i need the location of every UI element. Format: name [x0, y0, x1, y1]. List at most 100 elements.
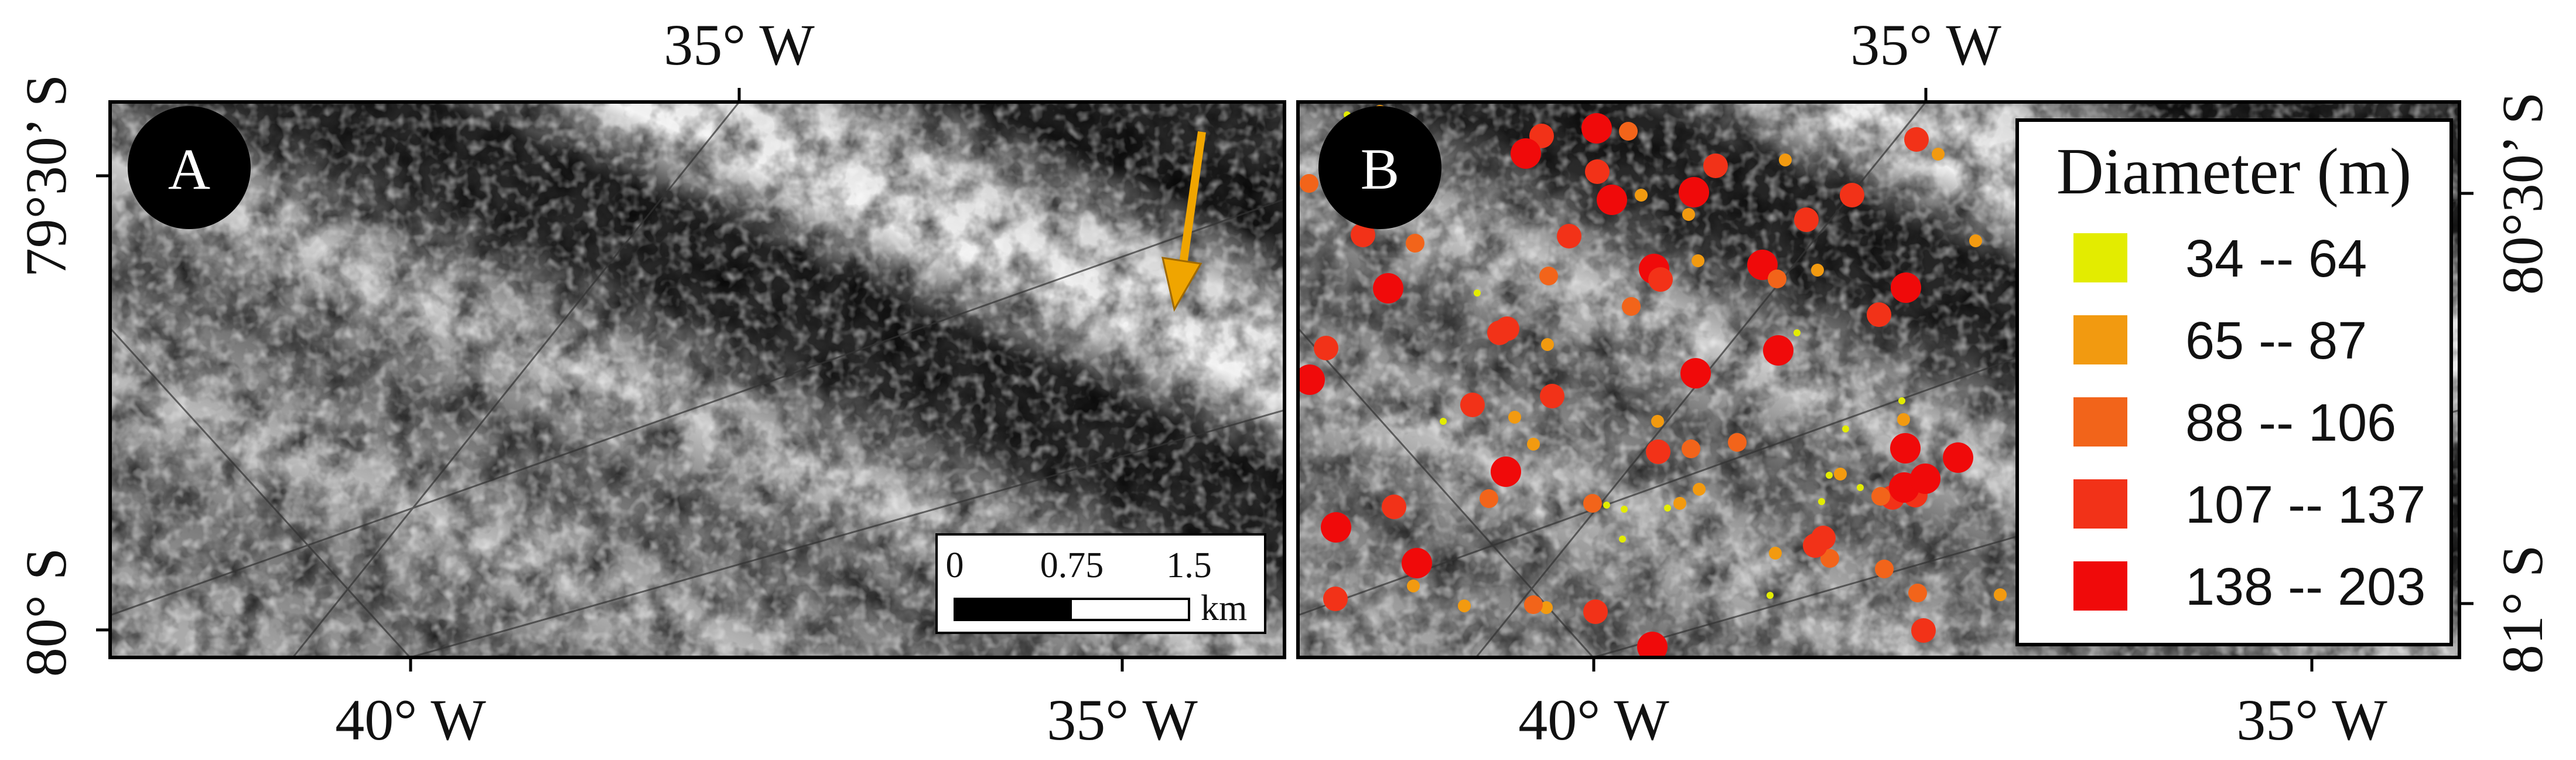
crater [1728, 433, 1747, 452]
crater [1314, 336, 1338, 360]
panel-label: B [1361, 137, 1400, 202]
legend-swatch [2073, 479, 2127, 529]
crater [1871, 487, 1890, 506]
legend-title: Diameter (m) [2056, 135, 2411, 208]
crater [1583, 494, 1602, 513]
crater [1840, 183, 1864, 207]
frame-b [1296, 100, 2461, 659]
crater [1557, 224, 1581, 248]
crater [1540, 601, 1553, 614]
crater [1826, 472, 1833, 479]
crater [1908, 584, 1927, 602]
crater [1897, 413, 1910, 426]
crater [1763, 335, 1793, 366]
crater [1619, 122, 1638, 141]
crater [1857, 484, 1864, 491]
crater [1635, 189, 1648, 202]
crater [1321, 512, 1351, 543]
crater [1300, 174, 1318, 193]
lat-label: 79°30’ S [13, 74, 78, 277]
legend-label: 65 -- 87 [2185, 312, 2367, 370]
crater [1460, 393, 1485, 417]
crater [1527, 438, 1540, 451]
lon-label: 35° W [2236, 687, 2387, 752]
crater [1637, 632, 1668, 657]
crater [1541, 338, 1554, 351]
lon-label: 40° W [1518, 687, 1669, 752]
crater [1581, 113, 1612, 144]
crater [1597, 185, 1627, 215]
image-a [110, 102, 1284, 657]
crater [1692, 254, 1704, 267]
crater [1474, 289, 1481, 296]
legend-label: 88 -- 106 [2185, 394, 2396, 452]
scale-label: 1.5 [1166, 546, 1212, 585]
crater [1890, 433, 1921, 464]
crater [1648, 267, 1673, 292]
crater [1767, 592, 1774, 599]
legend-label: 138 -- 203 [2185, 558, 2425, 616]
crater [1524, 595, 1543, 614]
legend-swatch [2073, 233, 2127, 282]
crater [1911, 618, 1936, 643]
crater [1680, 358, 1711, 388]
arrow [1161, 131, 1206, 312]
lon-label: 40° W [335, 687, 486, 752]
crater [1898, 397, 1905, 404]
lon-label: 35° W [1047, 687, 1198, 752]
crater [1811, 264, 1824, 277]
crater [1440, 418, 1447, 425]
crater [1834, 468, 1847, 480]
crater [1480, 489, 1498, 508]
crater [1622, 297, 1641, 316]
crater [1842, 425, 1849, 432]
crater [1904, 127, 1929, 152]
crater [1373, 273, 1403, 304]
crater [1779, 154, 1792, 166]
lon-label: 35° W [1850, 12, 2001, 77]
crater [1969, 234, 1982, 247]
legend-swatch [2073, 397, 2127, 447]
lon-label: 35° W [664, 12, 815, 77]
crater [1794, 207, 1819, 232]
crater [1407, 580, 1420, 592]
crater [1703, 154, 1728, 178]
crater [1910, 464, 1940, 494]
crater [1646, 439, 1670, 464]
crater [1491, 456, 1521, 487]
scale-label: 0.75 [1040, 546, 1104, 585]
crater [1682, 439, 1700, 458]
crater [1540, 384, 1564, 408]
legend-swatch [2073, 561, 2127, 611]
scale-unit: km [1201, 588, 1247, 628]
crater [1603, 502, 1610, 509]
crater [1943, 442, 1973, 473]
lat-label: 80° S [13, 548, 78, 677]
crater [1793, 329, 1801, 336]
crater [1402, 548, 1432, 578]
frame-a [108, 100, 1286, 659]
legend-swatch [2073, 315, 2127, 364]
crater [1508, 411, 1521, 424]
scale-bar: 0 0.75 1.5 km [935, 533, 1266, 634]
crater [1891, 272, 1921, 303]
crater [1539, 267, 1558, 285]
crater [1682, 208, 1695, 221]
crater [1664, 505, 1671, 512]
crater [1679, 177, 1709, 207]
crater [1803, 533, 1827, 558]
legend: Diameter (m) 34 -- 64 65 -- 87 88 -- 106 10… [2015, 118, 2453, 646]
crater [1323, 587, 1348, 611]
crater [1651, 415, 1664, 428]
crater [1673, 497, 1686, 510]
crater [1619, 536, 1626, 543]
crater [1298, 364, 1325, 395]
crater [1994, 588, 2007, 601]
crater [1406, 234, 1424, 253]
crater [1867, 302, 1891, 327]
crater [1820, 549, 1839, 568]
crater [1458, 599, 1471, 612]
crater [1351, 223, 1375, 247]
crater [1693, 483, 1706, 496]
